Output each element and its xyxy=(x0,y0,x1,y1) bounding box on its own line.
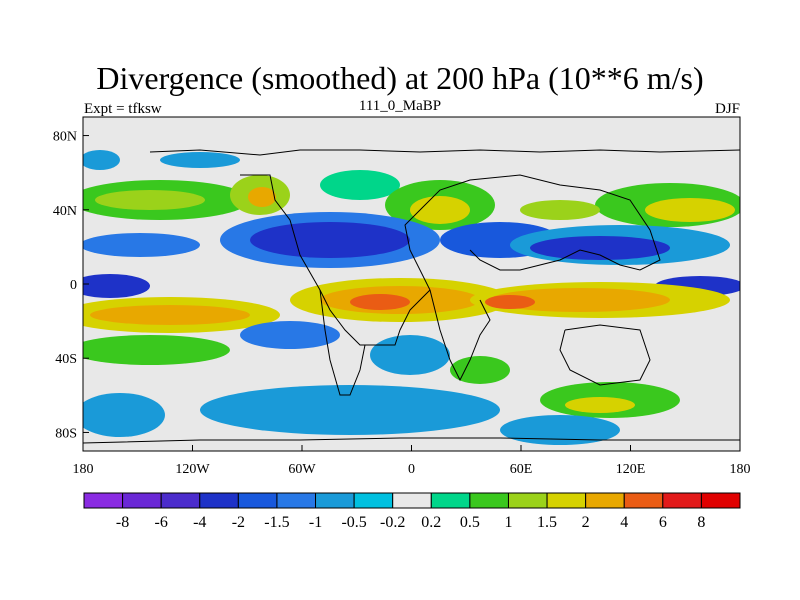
colorbar-label: 0.5 xyxy=(460,514,480,531)
colorbar-label: -4 xyxy=(193,514,206,531)
x-tick-label: 120E xyxy=(616,462,646,477)
colorbar-label: -8 xyxy=(116,514,129,531)
colorbar-swatch xyxy=(315,492,355,509)
colorbar-label: -1.5 xyxy=(264,514,289,531)
colorbar-label: 2 xyxy=(582,514,590,531)
colorbar-swatch xyxy=(623,492,664,509)
colorbar-swatch xyxy=(83,492,124,509)
colorbar-swatch xyxy=(199,492,239,509)
colorbar-swatch xyxy=(353,492,394,509)
colorbar-swatch xyxy=(122,492,162,509)
x-tick-label: 180 xyxy=(730,462,751,477)
colorbar-swatch xyxy=(546,492,587,509)
colorbar-label: 6 xyxy=(659,514,667,531)
colorbar-label: 8 xyxy=(697,514,705,531)
y-tick-label: 40N xyxy=(53,204,77,219)
colorbar-label: 0.2 xyxy=(421,514,441,531)
experiment-label: Expt = tfksw xyxy=(84,101,162,117)
x-tick-label: 180 xyxy=(73,462,94,477)
colorbar-label: -6 xyxy=(155,514,168,531)
colorbar-swatch xyxy=(700,492,741,509)
colorbar-swatch xyxy=(585,492,625,509)
x-tick-label: 120W xyxy=(175,462,210,477)
x-tick-label: 60W xyxy=(288,462,316,477)
chart-title: Divergence (smoothed) at 200 hPa (10**6 … xyxy=(96,60,704,96)
colorbar-swatch xyxy=(237,492,278,509)
season-label: DJF xyxy=(714,101,740,117)
divergence-map xyxy=(83,117,740,451)
colorbar-swatch xyxy=(662,492,702,509)
coastlines xyxy=(83,149,740,444)
colorbar-label: 4 xyxy=(620,514,628,531)
y-tick-label: 0 xyxy=(70,278,77,293)
run-label: 111_0_MaBP xyxy=(358,98,442,114)
colorbar-swatch xyxy=(276,492,317,509)
colorbar-label: -0.2 xyxy=(380,514,405,531)
colorbar-label: 1 xyxy=(504,514,512,531)
colorbar-swatch xyxy=(469,492,509,509)
x-tick-label: 60E xyxy=(510,462,533,477)
colorbar-label: -1 xyxy=(309,514,322,531)
colorbar-label: -0.5 xyxy=(341,514,366,531)
colorbar-swatch xyxy=(160,492,201,509)
colorbar: -8 -6 -4 -2 -1.5 -1 -0.5 -0.2 0.2 0.5 1 1.5 2 4 6 8 xyxy=(83,492,741,531)
y-tick-label: 80S xyxy=(55,426,77,441)
colorbar-label: -2 xyxy=(232,514,245,531)
y-tick-label: 40S xyxy=(55,352,77,367)
colorbar-swatch xyxy=(430,492,471,509)
colorbar-label: 1.5 xyxy=(537,514,557,531)
y-tick-label: 80N xyxy=(53,130,77,145)
colorbar-swatch xyxy=(507,492,548,509)
colorbar-swatch xyxy=(392,492,432,509)
x-tick-label: 0 xyxy=(408,462,415,477)
